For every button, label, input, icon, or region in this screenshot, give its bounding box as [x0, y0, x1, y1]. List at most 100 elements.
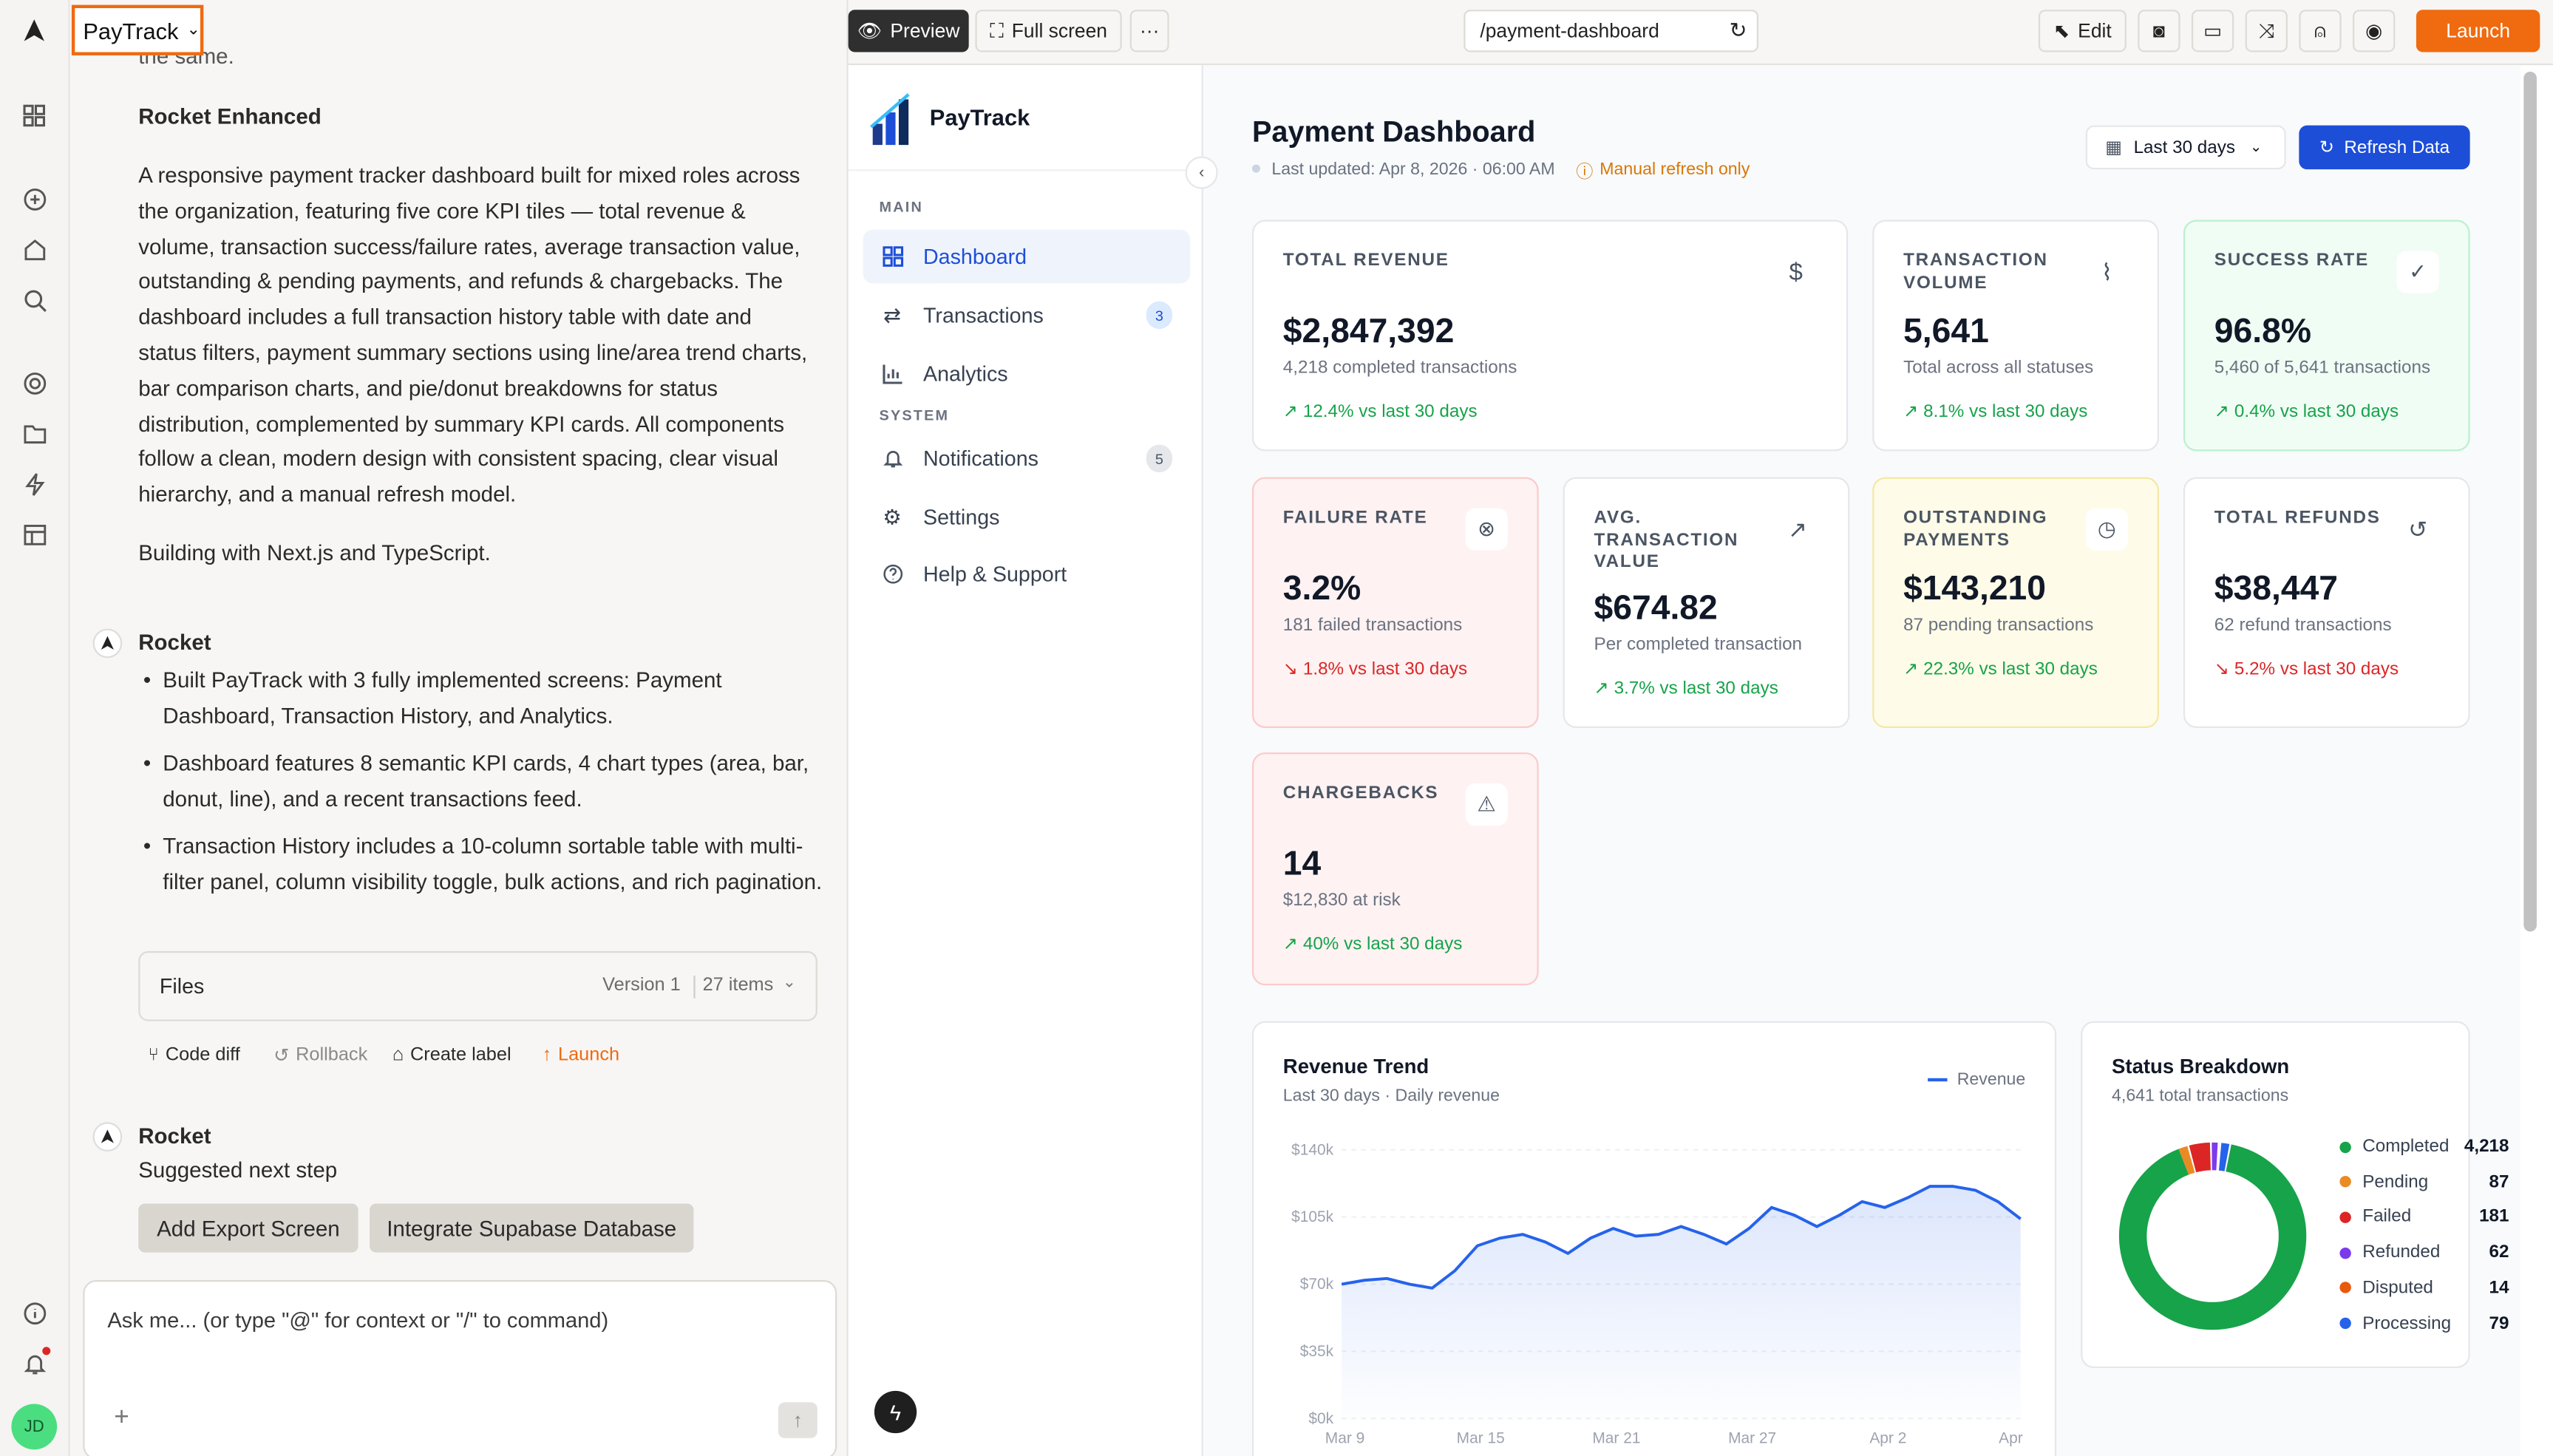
trend-up-icon: ↗ [1903, 402, 1924, 422]
legend-item: Refunded 62 [2339, 1239, 2509, 1265]
suggestion-button[interactable]: Add Export Screen [138, 1203, 358, 1253]
create-label-button[interactable]: ⌂ Create label [392, 1042, 511, 1068]
bar-chart-icon [881, 362, 904, 385]
preview-button[interactable]: 👁 Preview [848, 10, 969, 52]
legend-label: Revenue [1957, 1069, 2026, 1090]
kpi-card-total-revenue[interactable]: TOTAL REVENUE $ $2,847,392 4,218 complet… [1251, 220, 1849, 452]
x-tick-label: Apr [1999, 1429, 2023, 1446]
kpi-delta-text: 1.8% vs last 30 days [1302, 659, 1468, 679]
status-breakdown-card: Status Breakdown 4,641 total transaction… [2081, 1021, 2509, 1369]
code-diff-label: Code diff [165, 1045, 240, 1066]
arrows-icon: ⇄ [883, 302, 902, 327]
launch-link[interactable]: ↑ Launch [543, 1042, 620, 1068]
kpi-delta: ↗ 3.7% vs last 30 days [1594, 678, 1778, 699]
nav-item-dashboard[interactable]: Dashboard [863, 229, 1191, 284]
files-version[interactable]: Version 1 [602, 975, 681, 996]
legend-value: 87 [2489, 1171, 2509, 1192]
legend-item: Pending 87 [2339, 1168, 2509, 1194]
url-text: /payment-dashboard [1480, 19, 1659, 43]
donut-slice-pending[interactable] [2178, 1146, 2195, 1175]
bell-icon[interactable] [21, 1347, 51, 1376]
nav-item-notifications[interactable]: Notifications 5 [863, 432, 1190, 486]
legend-dot [2339, 1140, 2351, 1153]
grid-icon[interactable] [21, 103, 47, 129]
chevron-down-icon[interactable]: ⌄ [782, 973, 797, 992]
suggestion-button[interactable]: Integrate Supabase Database [370, 1203, 694, 1253]
shuffle-icon[interactable]: ⤨ [2245, 10, 2288, 52]
collapse-sidebar-button[interactable]: ‹ [1185, 156, 1218, 189]
kpi-card-outstanding-payments[interactable]: OUTSTANDING PAYMENTS ◷ $143,210 87 pendi… [1872, 477, 2159, 729]
bolt-icon[interactable] [21, 471, 47, 497]
kpi-delta: ↘ 1.8% vs last 30 days [1283, 658, 1468, 679]
kpi-card-transaction-volume[interactable]: TRANSACTION VOLUME ⌇ 5,641 Total across … [1872, 220, 2159, 452]
url-field[interactable]: /payment-dashboard ↻ [1464, 10, 1759, 52]
branch-icon: ⑂ [148, 1045, 160, 1066]
search-icon[interactable] [21, 287, 47, 313]
nav-item-analytics[interactable]: Analytics [863, 347, 1190, 401]
chevron-down-icon: ⌄ [186, 21, 200, 39]
donut-slice-failed[interactable] [2189, 1142, 2212, 1173]
rocket-avatar-icon [92, 628, 123, 659]
reload-icon[interactable]: ↻ [1729, 18, 1747, 43]
x-tick-label: Mar 9 [1325, 1429, 1364, 1446]
github-icon[interactable]: ◉ [2353, 10, 2396, 52]
home-icon[interactable] [21, 237, 47, 262]
launch-button[interactable]: Launch [2416, 10, 2540, 52]
plus-circle-icon[interactable] [21, 186, 47, 211]
nav-item-transactions[interactable]: ⇄ Transactions 3 [863, 288, 1190, 342]
edit-button[interactable]: ⬉ Edit [2038, 10, 2127, 52]
devices-icon[interactable]: ▭ [2191, 10, 2234, 52]
project-selector[interactable]: PayTrack ⌄ [71, 4, 204, 55]
info-icon[interactable] [21, 1299, 47, 1325]
layout-icon[interactable] [21, 521, 47, 547]
info-icon: ⓘ [1576, 163, 1594, 183]
y-tick-label: $70k [1300, 1276, 1334, 1293]
kpi-sub: 87 pending transactions [1903, 615, 2094, 636]
arrow-up-icon: ↑ [542, 1045, 552, 1066]
donut-slice-completed[interactable] [2118, 1144, 2307, 1330]
folder-icon[interactable] [21, 421, 47, 446]
nav-item-label: Dashboard [922, 244, 1027, 269]
legend-item: Disputed 14 [2339, 1275, 2509, 1301]
files-card[interactable]: Files Version 1 27 items ⌄ [138, 950, 817, 1021]
legend-item: Completed 4,218 [2339, 1134, 2509, 1160]
kpi-sub: $12,830 at risk [1282, 891, 1401, 911]
y-tick-label: $105k [1291, 1208, 1334, 1225]
legend-dot [2339, 1317, 2351, 1330]
legend-dot [2339, 1176, 2351, 1188]
code-diff-button[interactable]: ⑂ Code diff [148, 1042, 239, 1068]
chat-input[interactable]: Ask me... (or type "@" for context or "/… [83, 1280, 837, 1456]
trend-up-icon: ↗ [2214, 402, 2234, 422]
scrollbar-thumb[interactable] [2523, 71, 2537, 932]
legend-label: Disputed [2362, 1278, 2433, 1298]
target-icon[interactable] [21, 370, 47, 395]
avatar[interactable]: JD [11, 1404, 58, 1450]
refresh-data-button[interactable]: ↻ Refresh Data [2299, 125, 2470, 170]
status-donut [2118, 1142, 2307, 1330]
rocket-logo-icon[interactable] [21, 18, 47, 44]
status-dot [1251, 164, 1260, 173]
last-updated: Last updated: Apr 8, 2026 · 06:00 AM [1271, 159, 1555, 180]
kpi-label: OUTSTANDING PAYMENTS [1903, 508, 2048, 550]
kpi-card-avg-transaction[interactable]: AVG. TRANSACTION VALUE ↗ $674.82 Per com… [1563, 477, 1850, 729]
rollback-button[interactable]: ↺ Rollback [273, 1042, 367, 1068]
trend-up-icon: ↗ [1594, 678, 1614, 699]
x-tick-label: Apr 2 [1869, 1429, 1906, 1446]
activity-icon: ⌇ [2101, 258, 2112, 285]
plus-icon[interactable]: + [114, 1404, 129, 1432]
more-button[interactable]: ··· [1129, 10, 1169, 52]
user-plus-icon[interactable]: ⍝ [2299, 10, 2342, 52]
kpi-card-failure-rate[interactable]: FAILURE RATE ⊗ 3.2% 181 failed transacti… [1251, 477, 1539, 729]
kpi-card-success-rate[interactable]: SUCCESS RATE ✓ 96.8% 5,460 of 5,641 tran… [2183, 220, 2470, 452]
kpi-card-total-refunds[interactable]: TOTAL REFUNDS ↺ $38,447 62 refund transa… [2183, 477, 2470, 729]
fullscreen-button[interactable]: ⛶ Full screen [975, 10, 1122, 52]
date-range-select[interactable]: ▦ Last 30 days ⌄ [2085, 125, 2286, 170]
bolt-icon[interactable]: ϟ [874, 1390, 917, 1434]
y-tick-label: $0k [1308, 1410, 1333, 1427]
camera-icon[interactable]: ◙ [2138, 10, 2180, 52]
kpi-card-chargebacks[interactable]: CHARGEBACKS ⚠ 14 $12,830 at risk ↗ 40% v… [1251, 752, 1539, 986]
nav-item-help[interactable]: Help & Support [863, 547, 1190, 601]
send-icon[interactable]: ↑ [778, 1402, 817, 1438]
chart-subtitle: 4,641 total transactions [2112, 1086, 2289, 1106]
nav-item-settings[interactable]: ⚙ Settings [863, 490, 1190, 544]
